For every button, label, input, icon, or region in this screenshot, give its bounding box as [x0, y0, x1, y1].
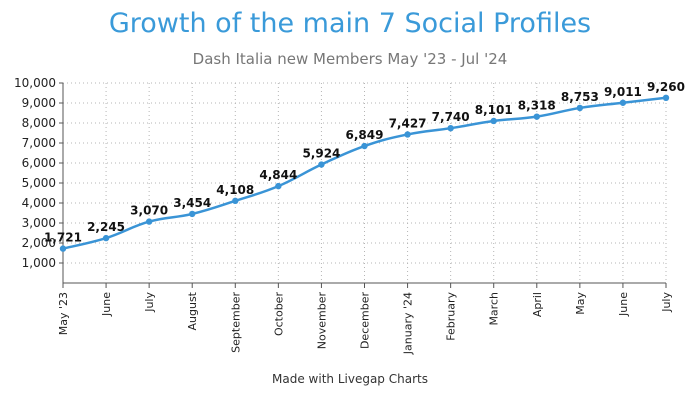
data-point: [490, 117, 497, 125]
x-tick-label: October: [272, 292, 285, 336]
data-label: 9,260: [647, 80, 685, 94]
x-tick-label: August: [186, 291, 199, 330]
x-tick-label: February: [445, 292, 458, 341]
data-label: 9,011: [604, 85, 642, 99]
data-point: [662, 94, 670, 102]
series-line: [62, 96, 667, 250]
data-point: [533, 113, 540, 120]
data-point: [361, 142, 368, 150]
data-label: 1,721: [44, 231, 82, 245]
grid: [62, 82, 667, 283]
y-tick-label: 1,000: [22, 256, 56, 270]
x-tick-label: July: [660, 292, 673, 313]
data-point: [318, 161, 325, 168]
data-label: 4,844: [259, 168, 297, 182]
x-tick-label: December: [359, 292, 372, 350]
x-tick-label: May '23: [57, 292, 70, 335]
y-tick-label: 9,000: [22, 96, 56, 110]
y-tick-label: 6,000: [22, 156, 56, 170]
y-tick-label: 8,000: [22, 116, 56, 130]
x-tick-label: March: [488, 292, 501, 326]
y-tick-label: 10,000: [14, 76, 56, 90]
data-point: [59, 245, 67, 252]
data-label: 3,454: [173, 196, 211, 210]
data-label: 3,070: [130, 204, 168, 218]
data-point: [576, 104, 584, 112]
data-point: [619, 99, 627, 106]
y-tick-label: 2,000: [22, 236, 56, 250]
y-tick-label: 4,000: [22, 196, 56, 210]
data-label: 6,849: [346, 128, 384, 142]
data-label: 4,108: [216, 183, 254, 197]
data-point: [404, 131, 411, 138]
data-label: 8,318: [518, 99, 556, 113]
data-point: [189, 210, 196, 218]
data-point: [447, 125, 454, 132]
data-point: [275, 182, 282, 190]
chart-title: Growth of the main 7 Social Profiles: [108, 8, 592, 39]
series-line-layer: [62, 96, 667, 250]
footer-credit: Made with Livegap Charts: [272, 372, 428, 386]
data-label: 8,753: [561, 90, 599, 104]
data-label: 2,245: [87, 220, 125, 234]
x-tick-label: June: [100, 292, 113, 317]
data-point: [102, 234, 110, 242]
x-tick-label: September: [229, 292, 242, 353]
y-tick-label: 5,000: [22, 176, 56, 190]
data-label: 7,740: [432, 110, 470, 124]
data-point: [145, 218, 153, 225]
y-tick-label: 7,000: [22, 136, 56, 150]
axes: 1,000 2,000 3,000 4,000 5,000 6,000 7,000 8,000…: [14, 76, 673, 355]
data-label: 5,924: [302, 147, 340, 161]
x-tick-label: April: [531, 292, 544, 317]
x-tick-label: January '24: [402, 292, 415, 355]
data-label: 8,101: [475, 103, 513, 117]
data-label: 7,427: [389, 116, 427, 130]
x-tick-label: July: [143, 292, 156, 313]
data-point: [232, 197, 239, 205]
y-tick-label: 3,000: [22, 216, 56, 230]
chart-subtitle: Dash Italia new Members May '23 - Jul '2…: [192, 50, 508, 68]
x-tick-label: June: [617, 292, 630, 317]
x-tick-label: May: [574, 292, 587, 315]
data-points: [59, 94, 670, 252]
x-tick-label: November: [315, 292, 328, 350]
data-labels: 1,721 2,245 3,070 3,454 4,108 4,844 5,924 6,849…: [44, 80, 685, 245]
